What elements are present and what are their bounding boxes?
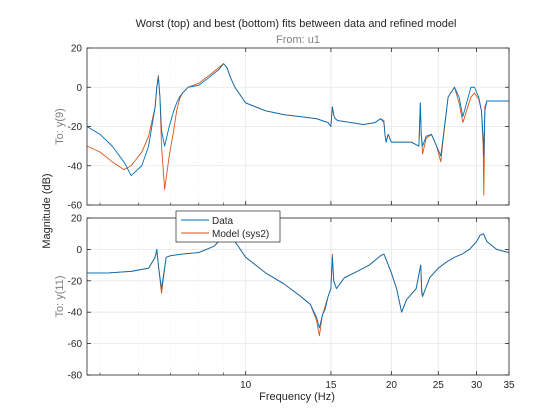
y-tick-label: -40 [68,161,83,172]
legend-data-label: Data [212,216,234,227]
top-series-group [86,63,509,196]
y-tick-label: -60 [68,339,83,350]
y-tick-label: 0 [76,83,82,94]
top-channel-label: To: y(9) [54,108,66,145]
x-axis-label: Frequency (Hz) [259,391,335,403]
bottom-axes-box [86,217,510,376]
y-tick-label: -40 [68,308,83,319]
x-tick-label: 25 [433,380,445,391]
legend-model-label: Model (sys2) [212,229,269,240]
y-tick-label: 0 [76,245,82,256]
x-tick-label: 30 [471,380,483,391]
figure-title: Worst (top) and best (bottom) fits betwe… [136,18,457,30]
bottom-series-group [87,223,510,337]
top-ticks: -60 -40 -20 0 20 [68,44,510,212]
x-tick-label: 10 [240,380,252,391]
x-tick-label: 20 [386,380,398,391]
bottom-channel-label: To: y(11) [54,276,66,318]
bottom-ticks: 10 15 20 25 30 35 -80 -60 -40 -20 0 20 [68,214,515,392]
y-axis-label: Magnitude (dB) [41,173,53,248]
data-series-line [86,63,509,177]
y-tick-label: 20 [71,214,83,225]
legend[interactable]: Data Model (sys2) [175,210,281,243]
from-label: From: u1 [276,34,320,46]
y-tick-label: -20 [68,122,83,133]
y-tick-label: -20 [68,276,83,287]
top-panel: -60 -40 -20 0 20 To: y(9) [54,44,510,212]
bottom-panel: 10 15 20 25 30 35 -80 -60 -40 -20 0 20 To: y(11) Da… [54,210,515,392]
x-tick-label: 15 [325,380,337,391]
y-tick-label: -80 [68,371,83,382]
bottom-plot-area [87,218,509,375]
y-tick-label: 20 [71,44,83,55]
x-tick-label: 35 [503,380,515,391]
data-series-line [87,225,510,329]
legend-box [175,210,281,243]
y-tick-label: -60 [68,201,83,212]
